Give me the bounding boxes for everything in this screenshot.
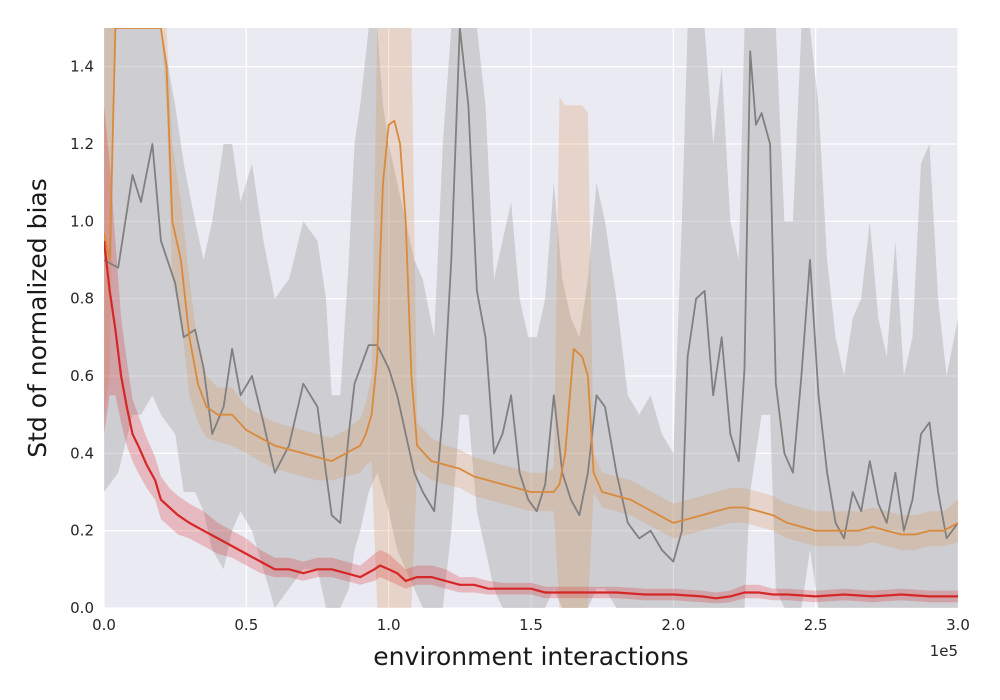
x-axis-ticks: 0.0 0.5 1.0 1.5 2.0 2.5 3.0: [92, 616, 970, 634]
x-axis-title: environment interactions: [373, 642, 688, 671]
y-tick-label: 1.4: [70, 58, 94, 76]
x-tick-label: 1.5: [519, 616, 543, 634]
line-red: [104, 240, 958, 600]
x-axis-offset-label: 1e5: [930, 642, 958, 660]
y-axis-title: Std of normalized bias: [23, 178, 52, 458]
y-tick-label: 0.0: [70, 599, 94, 617]
y-tick-label: 0.4: [70, 444, 94, 462]
y-tick-label: 0.6: [70, 367, 94, 385]
y-axis-ticks: 0.0 0.2 0.4 0.6 0.8 1.0 1.2 1.4: [70, 58, 94, 617]
band-orange: [104, 28, 958, 608]
band-gray: [104, 28, 958, 608]
x-tick-label: 0.0: [92, 616, 116, 634]
line-orange: [104, 28, 958, 536]
x-tick-label: 2.0: [661, 616, 685, 634]
x-tick-label: 2.5: [804, 616, 828, 634]
y-tick-label: 0.8: [70, 290, 94, 308]
y-tick-label: 1.2: [70, 135, 94, 153]
x-tick-label: 0.5: [234, 616, 258, 634]
confidence-bands: [104, 28, 958, 608]
series-lines: [104, 28, 958, 600]
y-tick-label: 0.2: [70, 522, 94, 540]
y-tick-label: 1.0: [70, 212, 94, 230]
x-tick-label: 3.0: [946, 616, 970, 634]
line-gray: [104, 28, 958, 563]
x-tick-label: 1.0: [377, 616, 401, 634]
